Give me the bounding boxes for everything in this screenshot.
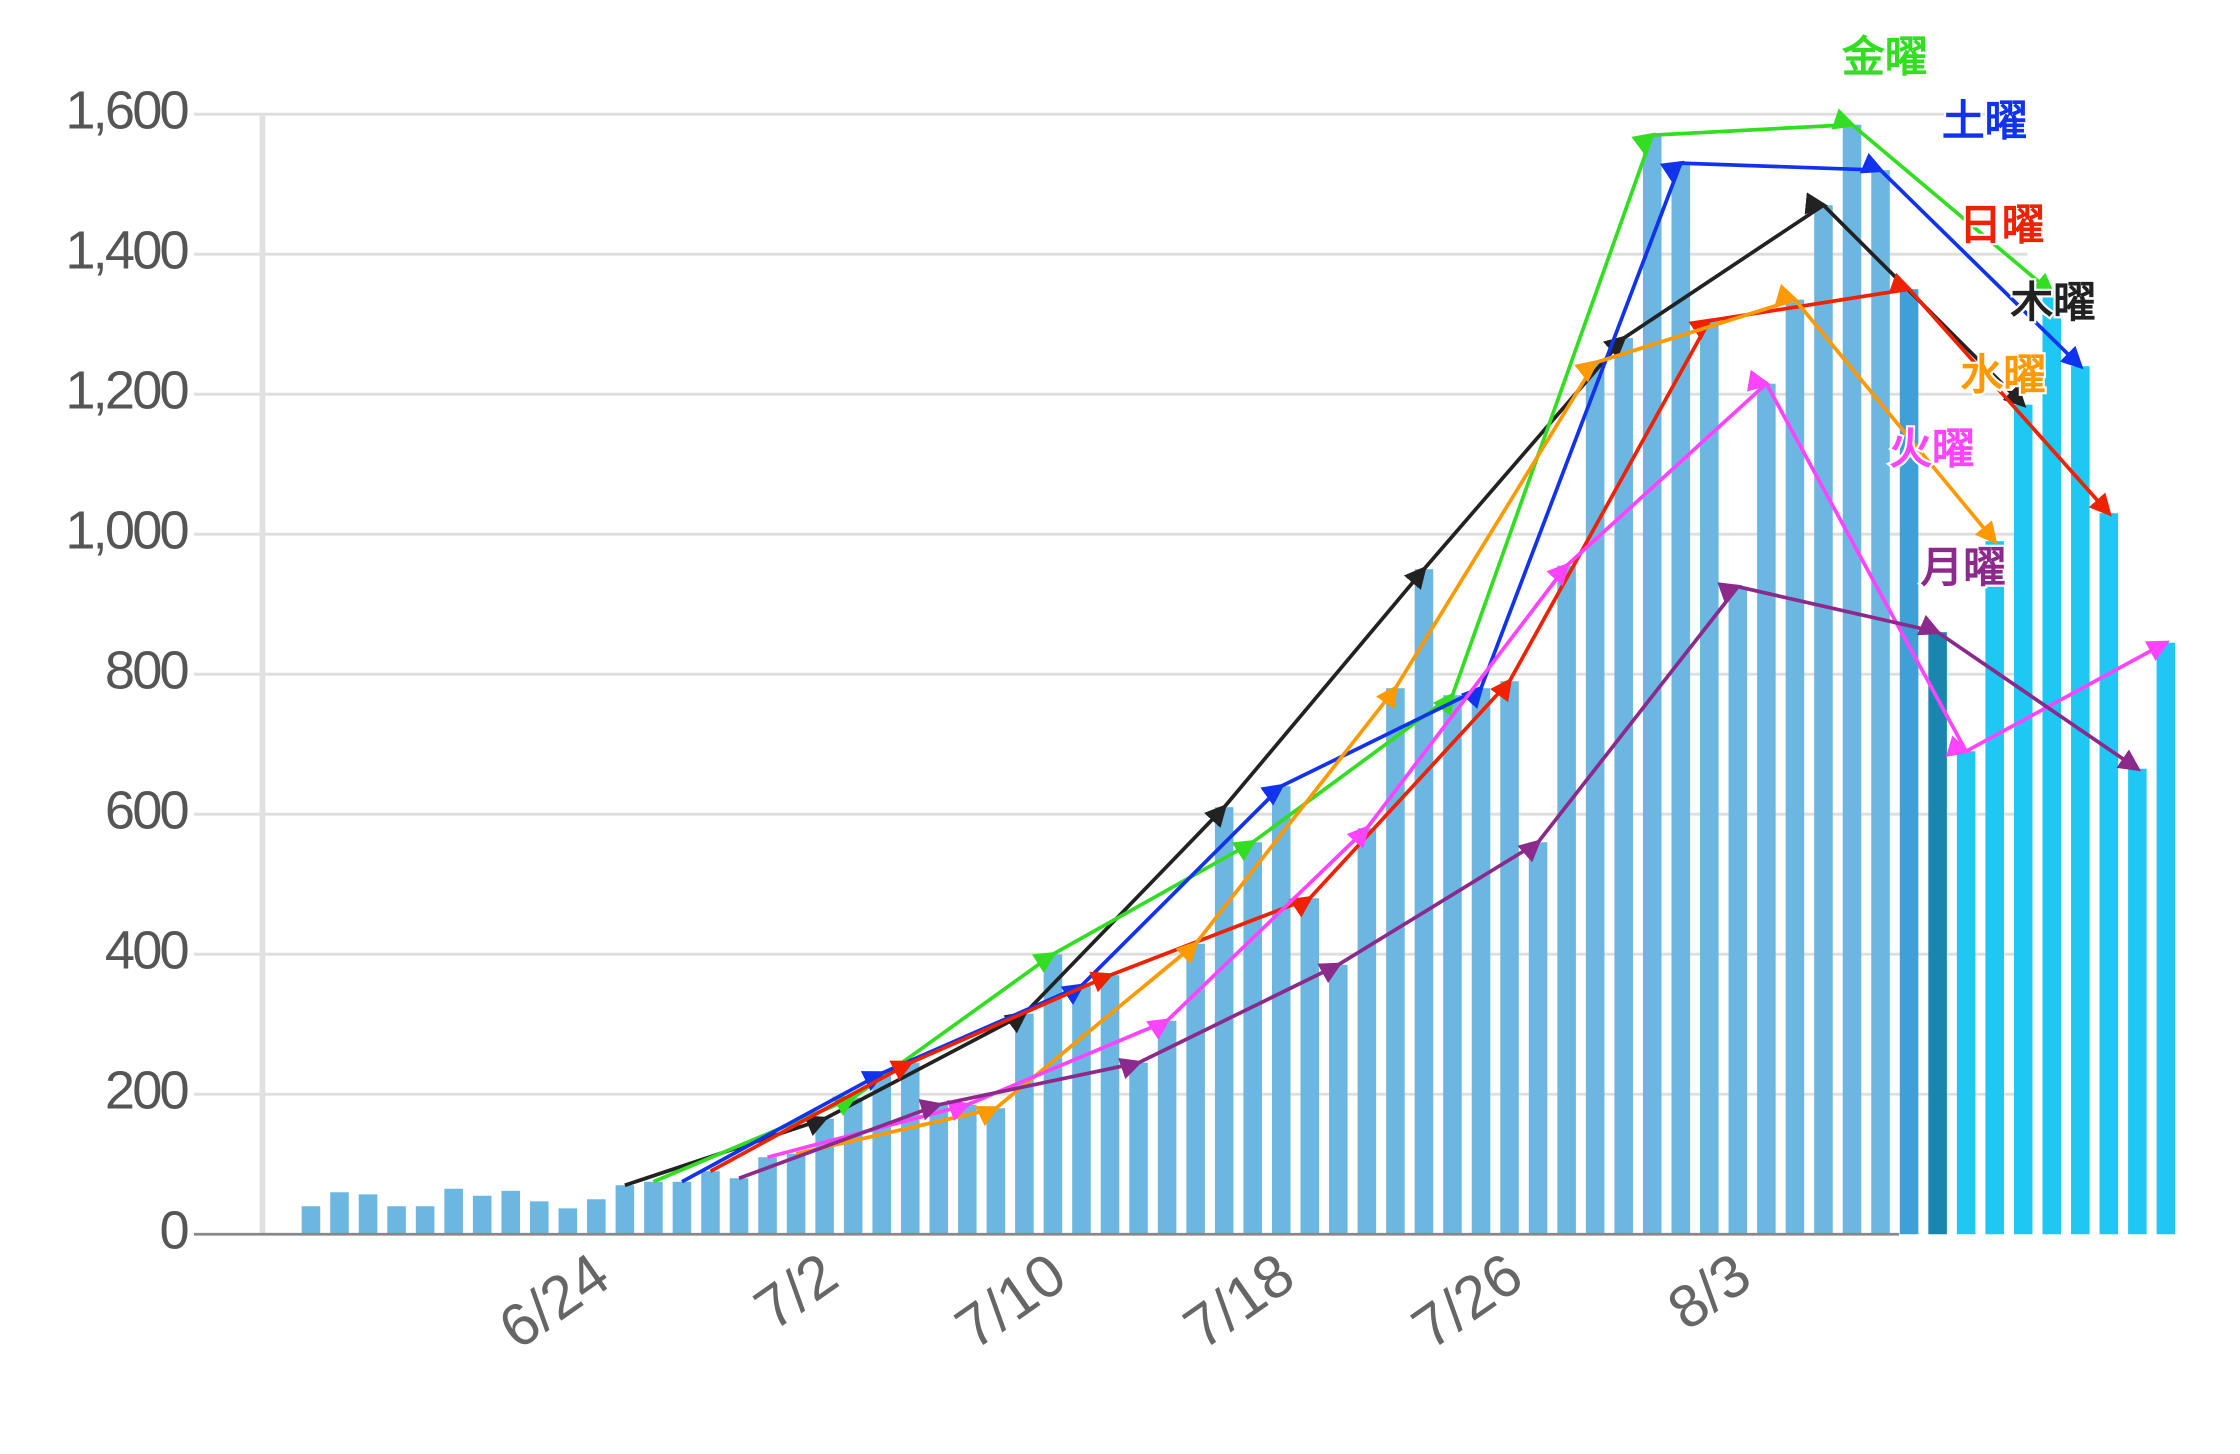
bar xyxy=(1271,786,1291,1235)
bar xyxy=(558,1208,578,1235)
bar xyxy=(986,1108,1006,1235)
legend-label: 金曜 xyxy=(1842,32,1928,82)
bar xyxy=(2156,642,2176,1235)
y-tick-label: 0 xyxy=(160,1201,189,1261)
y-tick-label: 1,200 xyxy=(65,361,188,421)
bar xyxy=(1928,632,1947,1235)
y-tick-label: 1,000 xyxy=(65,501,188,561)
bar xyxy=(2071,366,2090,1235)
bar xyxy=(1414,569,1434,1235)
bar xyxy=(587,1199,606,1235)
bar xyxy=(1700,320,1719,1235)
bar xyxy=(1443,695,1462,1235)
bar xyxy=(2042,292,2062,1235)
bar xyxy=(729,1178,749,1235)
legend-label: 月曜 xyxy=(1920,543,2006,593)
bar xyxy=(1528,842,1548,1235)
legend-label: 土曜 xyxy=(1942,97,2028,147)
bar xyxy=(1871,170,1890,1235)
bar xyxy=(1985,541,2004,1235)
bar xyxy=(1814,205,1833,1235)
bar xyxy=(701,1171,720,1235)
bar xyxy=(615,1185,635,1235)
bar xyxy=(843,1097,863,1235)
bar xyxy=(1671,163,1691,1235)
bar xyxy=(1357,828,1377,1235)
bar xyxy=(387,1206,406,1235)
bar xyxy=(758,1157,777,1235)
bar xyxy=(872,1073,891,1235)
bar xyxy=(1757,383,1776,1235)
y-tick-label: 200 xyxy=(105,1061,189,1121)
bar xyxy=(1642,135,1662,1235)
y-tick-label: 1,600 xyxy=(65,80,188,140)
bar xyxy=(330,1192,349,1235)
bar xyxy=(1329,964,1348,1235)
bar xyxy=(958,1104,977,1235)
y-tick-label: 400 xyxy=(105,921,189,981)
bar xyxy=(472,1195,492,1235)
bar xyxy=(1072,985,1091,1235)
bar xyxy=(1500,681,1519,1235)
bar xyxy=(1243,842,1262,1235)
bar xyxy=(1129,1062,1148,1235)
bar xyxy=(1386,688,1405,1235)
bar xyxy=(1956,751,1976,1235)
bar xyxy=(929,1104,949,1235)
bar xyxy=(1585,362,1605,1235)
weekday-line xyxy=(738,582,2142,1180)
bar xyxy=(1300,898,1320,1235)
bar xyxy=(1728,586,1748,1235)
y-tick-label: 600 xyxy=(105,781,189,841)
bar xyxy=(644,1181,663,1235)
bar xyxy=(501,1190,520,1235)
bar xyxy=(1015,1013,1034,1235)
bar xyxy=(672,1181,692,1235)
y-tick-label: 1,400 xyxy=(65,220,188,280)
bar xyxy=(415,1206,435,1235)
bar xyxy=(444,1188,463,1235)
bar xyxy=(2128,768,2147,1235)
bar xyxy=(900,1062,920,1235)
bar xyxy=(2013,404,2033,1235)
y-tick-label: 800 xyxy=(105,641,189,701)
bar xyxy=(1557,565,1576,1235)
bar xyxy=(529,1201,549,1235)
bar xyxy=(358,1194,378,1235)
bar xyxy=(2099,513,2119,1235)
bar xyxy=(815,1118,834,1235)
bar xyxy=(301,1206,321,1235)
legend-label: 火曜 xyxy=(1889,425,1975,475)
legend-label: 水曜 xyxy=(1960,351,2046,401)
bar xyxy=(786,1153,806,1235)
bar xyxy=(1842,124,1862,1235)
legend-label: 日曜 xyxy=(1959,201,2045,251)
bar xyxy=(1471,688,1491,1235)
legend-label: 木曜 xyxy=(2010,278,2096,328)
